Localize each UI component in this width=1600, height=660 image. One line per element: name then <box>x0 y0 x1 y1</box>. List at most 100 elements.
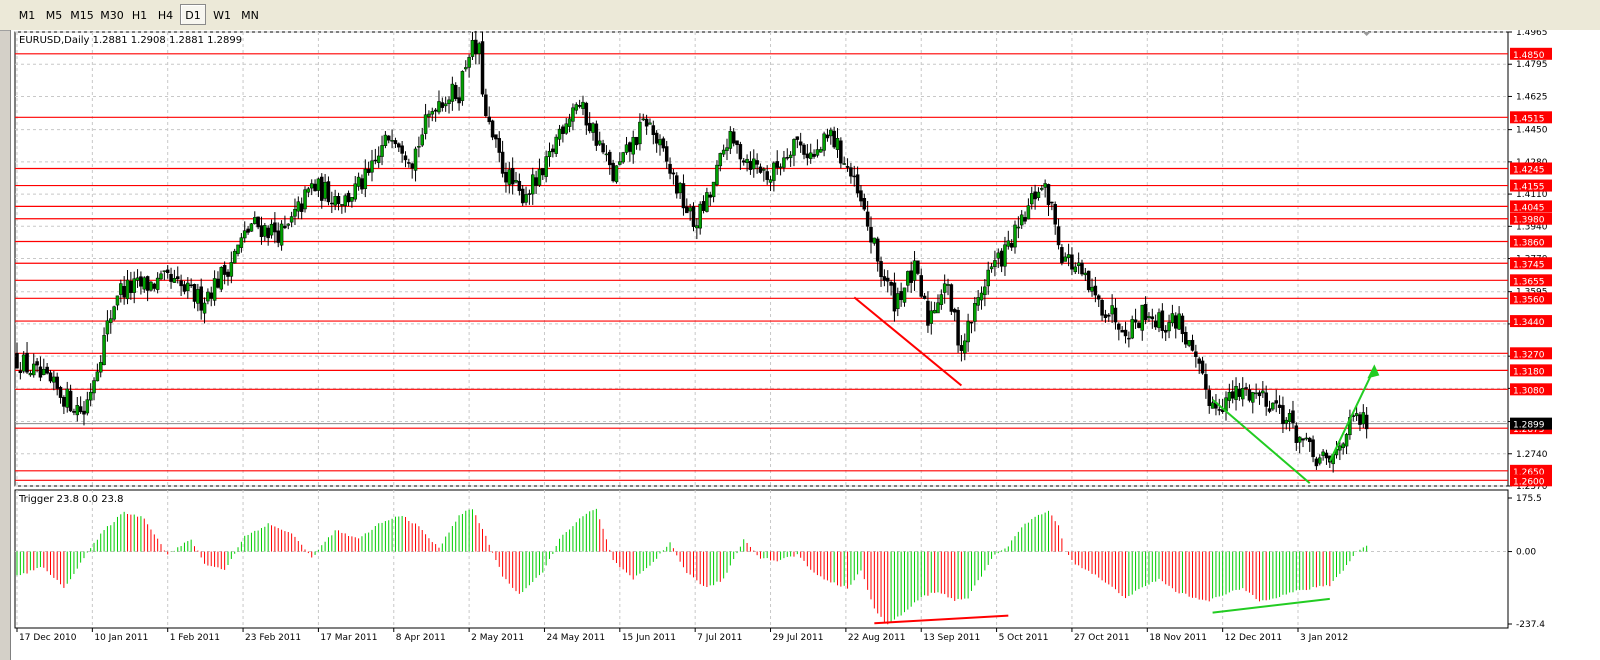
level-price-box <box>1510 292 1552 305</box>
timeframe-button-h1[interactable]: H1 <box>131 9 148 22</box>
level-price-label: 1.2650 <box>1513 468 1545 478</box>
candle-body <box>885 277 890 282</box>
candle-body <box>628 142 632 152</box>
candle-body <box>842 163 846 165</box>
trendline-green-main <box>1211 398 1311 484</box>
candle-body <box>105 320 110 335</box>
candle-body <box>269 223 274 236</box>
candle-body <box>942 283 947 293</box>
candle-body <box>1023 217 1027 222</box>
candle-body <box>685 206 689 214</box>
candle-body <box>1143 304 1148 321</box>
candle-body <box>775 161 779 168</box>
candle-body <box>390 140 394 142</box>
timeframe-button-mn[interactable]: MN <box>241 9 259 22</box>
candle-body <box>1281 405 1285 425</box>
candle-body <box>239 237 244 248</box>
candle-body <box>527 193 532 195</box>
candle-body <box>661 138 666 149</box>
candle-body <box>129 280 133 293</box>
candle-body <box>1140 304 1145 331</box>
candle-body <box>1083 272 1088 276</box>
candle-body <box>242 230 247 239</box>
candle-body <box>999 250 1004 267</box>
candle-body <box>380 145 384 157</box>
candle-body <box>1338 445 1342 451</box>
candle-body <box>752 158 756 170</box>
chart-canvas[interactable]: 17 Dec 2010 10 Jan 2011 1 Feb 2011 23 Feb 2… <box>11 30 1600 660</box>
level-price-box <box>1510 347 1552 360</box>
candle-body <box>892 282 897 312</box>
candle-body <box>624 144 629 153</box>
candle-body <box>1307 437 1312 443</box>
candle-body <box>530 174 535 195</box>
y-tick-label: 1.4450 <box>1516 126 1548 136</box>
candle-body <box>601 143 605 153</box>
timeframe-button-m30[interactable]: M30 <box>100 9 124 22</box>
candle-body <box>309 183 314 189</box>
candle-body <box>741 160 746 163</box>
candle-body <box>212 278 217 301</box>
candle-body <box>1314 458 1319 467</box>
chart-window[interactable]: 17 Dec 2010 10 Jan 2011 1 Feb 2011 23 Feb 2… <box>10 30 1600 660</box>
candle-body <box>872 237 877 244</box>
timeframe-button-w1[interactable]: W1 <box>213 9 231 22</box>
timeframe-button-m15[interactable]: M15 <box>70 9 94 22</box>
candle-body <box>507 169 512 185</box>
candle-body <box>1361 412 1366 425</box>
level-price-box <box>1510 383 1552 396</box>
timeframe-button-m1[interactable]: M1 <box>18 9 36 22</box>
candle-body <box>474 39 478 55</box>
candle-body <box>1251 392 1255 403</box>
x-tick-label: 13 Sep 2011 <box>923 633 980 643</box>
candle-body <box>206 291 210 302</box>
candle-body <box>889 281 893 286</box>
candle-body <box>608 151 612 166</box>
candle-body <box>1217 409 1222 411</box>
candle-body <box>333 196 337 206</box>
candle-body <box>822 133 826 151</box>
candle-body <box>1160 310 1165 331</box>
candle-body <box>484 94 488 117</box>
candle-body <box>316 178 321 191</box>
candle-body <box>199 286 203 311</box>
candle-body <box>249 223 254 232</box>
x-tick-label: 27 Oct 2011 <box>1074 633 1130 643</box>
candle-body <box>31 363 36 376</box>
level-price-label: 1.3860 <box>1513 238 1545 248</box>
candle-body <box>1036 191 1041 198</box>
arrow-green-up <box>1328 369 1375 462</box>
timeframe-button-d1[interactable]: D1 <box>180 4 206 25</box>
timeframe-button-h4[interactable]: H4 <box>157 9 174 22</box>
candle-body <box>855 174 860 194</box>
candle-body <box>701 201 706 211</box>
candle-body <box>862 198 867 210</box>
candle-body <box>1271 402 1275 410</box>
candle-body <box>909 270 913 283</box>
x-tick-label: 7 Jul 2011 <box>697 633 742 643</box>
x-tick-label: 8 Apr 2011 <box>396 633 446 643</box>
candle-body <box>1267 408 1272 412</box>
candle-body <box>1153 320 1158 328</box>
candle-body <box>671 172 676 175</box>
timeframe-button-m5[interactable]: M5 <box>45 9 63 22</box>
candle-body <box>145 276 150 291</box>
candle-body <box>1224 397 1228 412</box>
candle-body <box>725 147 729 151</box>
x-tick-label: 17 Mar 2011 <box>320 633 377 643</box>
candle-body <box>1050 201 1054 204</box>
candle-body <box>668 163 672 174</box>
candle-body <box>165 269 170 273</box>
candle-body <box>273 222 277 233</box>
candle-body <box>976 297 980 306</box>
candle-body <box>162 270 167 272</box>
arrow-head-icon <box>1367 364 1380 379</box>
y-tick-label: 1.4625 <box>1516 92 1548 102</box>
level-price-label: 1.2875 <box>1513 425 1545 435</box>
candle-body <box>1344 434 1349 447</box>
current-price-label: 1.2899 <box>1513 421 1545 431</box>
candle-body <box>745 158 749 163</box>
candle-body <box>480 41 485 95</box>
candle-body <box>1076 262 1081 267</box>
candle-body <box>952 309 957 313</box>
